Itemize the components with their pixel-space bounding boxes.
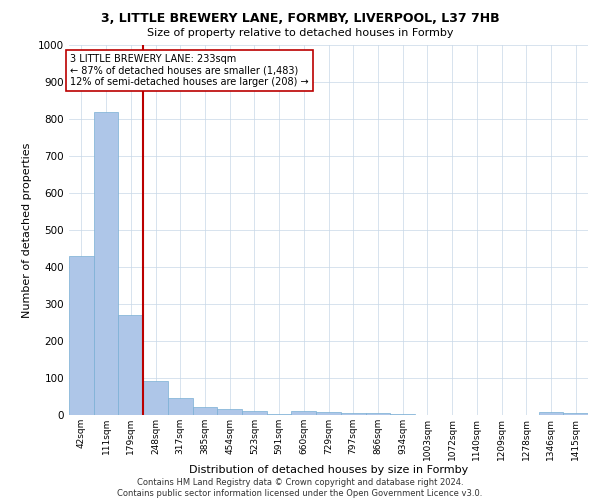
Bar: [217, 408, 242, 415]
Bar: [390, 414, 415, 415]
Bar: [118, 315, 143, 415]
Bar: [563, 413, 588, 415]
Bar: [193, 407, 217, 415]
Text: Contains HM Land Registry data © Crown copyright and database right 2024.
Contai: Contains HM Land Registry data © Crown c…: [118, 478, 482, 498]
Text: 3, LITTLE BREWERY LANE, FORMBY, LIVERPOOL, L37 7HB: 3, LITTLE BREWERY LANE, FORMBY, LIVERPOO…: [101, 12, 499, 26]
Bar: [168, 398, 193, 415]
Text: 3 LITTLE BREWERY LANE: 233sqm
← 87% of detached houses are smaller (1,483)
12% o: 3 LITTLE BREWERY LANE: 233sqm ← 87% of d…: [70, 54, 309, 88]
Bar: [242, 412, 267, 415]
Bar: [316, 412, 341, 415]
Text: Size of property relative to detached houses in Formby: Size of property relative to detached ho…: [147, 28, 453, 38]
Bar: [69, 256, 94, 415]
Bar: [292, 412, 316, 415]
Bar: [539, 412, 563, 415]
Bar: [267, 414, 292, 415]
Bar: [94, 112, 118, 415]
Bar: [143, 380, 168, 415]
Bar: [341, 413, 365, 415]
Y-axis label: Number of detached properties: Number of detached properties: [22, 142, 32, 318]
Bar: [365, 413, 390, 415]
X-axis label: Distribution of detached houses by size in Formby: Distribution of detached houses by size …: [189, 466, 468, 475]
